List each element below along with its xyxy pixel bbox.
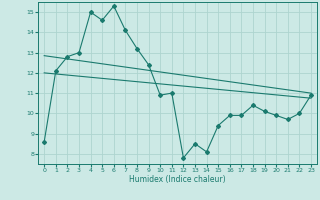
X-axis label: Humidex (Indice chaleur): Humidex (Indice chaleur) <box>129 175 226 184</box>
